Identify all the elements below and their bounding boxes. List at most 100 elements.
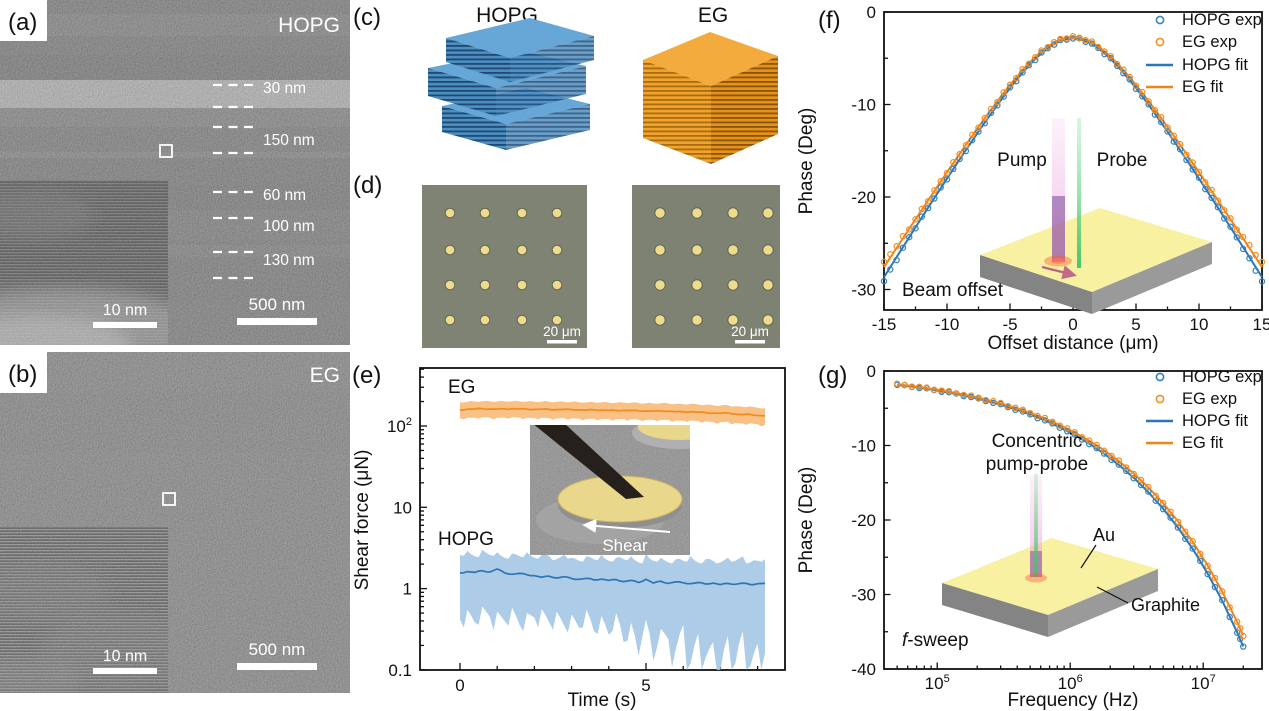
- scalebar-b: [237, 663, 317, 670]
- panel-letter-a: (a): [8, 9, 37, 36]
- material-label-eg: EG: [310, 364, 340, 387]
- svg-text:-20: -20: [851, 188, 876, 207]
- panel-c-illustration: (c) HOPG EG: [353, 4, 778, 164]
- f-xlabel: Offset distance (μm): [987, 333, 1158, 354]
- scalebar-d-left-label: 20 μm: [543, 324, 581, 339]
- inset-scalebar-a: [93, 322, 157, 328]
- e-plot-area: 0 5 0.1 1 10 102: [387, 368, 766, 695]
- concentric-probe-beam: [1034, 473, 1038, 577]
- panel-b-inset-tem: [0, 527, 168, 693]
- panel-b-sem-eg: 10 nm 500 nm EG (b): [0, 352, 350, 693]
- svg-text:-30: -30: [851, 281, 876, 300]
- panel-d-micrographs: (d) 20 μm 20 μm: [353, 172, 780, 348]
- svg-text:0: 0: [1068, 315, 1077, 334]
- shear-tip: [534, 425, 644, 499]
- g-annotation: f-sweep: [902, 630, 969, 651]
- svg-text:0: 0: [867, 362, 876, 381]
- panel-a-inset-tem: [0, 180, 168, 345]
- svg-text:-5: -5: [1002, 315, 1017, 334]
- f-ylabel: Phase (Deg): [796, 108, 817, 215]
- svg-text:-10: -10: [851, 437, 876, 456]
- graphite-pointer-line: [1096, 586, 1129, 604]
- svg-text:106: 106: [1058, 673, 1083, 693]
- au-label: Au: [1093, 525, 1115, 545]
- svg-text:30 nm: 30 nm: [263, 80, 306, 97]
- scalebar-b-label: 500 nm: [249, 640, 306, 659]
- svg-text:HOPG fit: HOPG fit: [1182, 56, 1248, 74]
- svg-text:0: 0: [455, 676, 464, 695]
- svg-text:150 nm: 150 nm: [263, 132, 315, 149]
- g-series: [893, 380, 1247, 650]
- svg-text:0.1: 0.1: [388, 661, 412, 680]
- panel-letter-b: (b): [8, 361, 37, 388]
- inset-scalebar-a-label: 10 nm: [103, 302, 147, 319]
- shear-label: Shear: [602, 536, 648, 555]
- panel-letter-box-a: [0, 0, 47, 41]
- panel-letter-g: (g): [818, 362, 847, 389]
- e-axes: 0 5 0.1 1 10 102: [387, 368, 759, 695]
- material-label-hopg: HOPG: [278, 14, 340, 37]
- eg-aligned-stack: [643, 32, 778, 164]
- svg-text:5: 5: [1131, 315, 1140, 334]
- pump-move-arrow: [1041, 265, 1077, 280]
- e-inset-shear-illustration: Shear: [530, 425, 690, 555]
- inset-scalebar-b-label: 10 nm: [103, 648, 147, 665]
- f-annotation: Beam offset: [902, 280, 1004, 301]
- svg-text:-20: -20: [851, 511, 876, 530]
- thickness-annotations: [213, 83, 257, 280]
- svg-text:EG fit: EG fit: [1182, 434, 1224, 452]
- pump-label: Pump: [997, 150, 1047, 171]
- svg-text:1: 1: [403, 580, 412, 599]
- f-axes: -15 -10 -5 0 5 10 15 0 -10 -20 -30: [851, 3, 1269, 334]
- g-xlabel: Frequency (Hz): [1008, 690, 1139, 711]
- g-inset-title-line2: pump-probe: [986, 454, 1088, 475]
- svg-text:107: 107: [1191, 673, 1216, 693]
- thickness-labels: 30 nm 150 nm 60 nm 100 nm 130 nm: [263, 80, 315, 269]
- au-pointer-line: [1080, 544, 1097, 569]
- gold-dot-arrays: [444, 207, 774, 326]
- g-inset-title-line1: Concentric: [992, 431, 1083, 452]
- roi-marker-b: [162, 492, 176, 506]
- f-inset-pump-probe-illustration: Pump Probe: [980, 118, 1212, 314]
- panel-e-shear-chart: 0 5 0.1 1 10 102 EG HOPG Shear Time (s) Shear…: [352, 362, 786, 711]
- e-xlabel: Time (s): [568, 690, 637, 711]
- svg-text:60 nm: 60 nm: [263, 187, 306, 204]
- svg-text:100 nm: 100 nm: [263, 218, 315, 235]
- e-frame: [419, 367, 786, 671]
- probe-label: Probe: [1097, 150, 1148, 171]
- scalebar-d-right: [735, 340, 765, 344]
- svg-text:102: 102: [387, 416, 412, 436]
- inset-scalebar-b: [93, 668, 157, 674]
- g-axes: 105 106 107 0 -10 -20 -30 -40: [851, 362, 1244, 693]
- svg-text:0: 0: [867, 3, 876, 22]
- roi-marker-a: [159, 144, 173, 158]
- e-series-label-eg: EG: [448, 377, 475, 398]
- svg-text:-10: -10: [851, 96, 876, 115]
- svg-text:EG fit: EG fit: [1182, 78, 1224, 96]
- svg-text:-10: -10: [935, 315, 960, 334]
- graphite-label: Graphite: [1131, 595, 1200, 615]
- svg-text:HOPG exp: HOPG exp: [1182, 368, 1262, 386]
- panel-letter-f: (f): [818, 7, 841, 34]
- svg-text:105: 105: [925, 673, 950, 693]
- svg-text:-15: -15: [872, 315, 897, 334]
- legend: HOPG exp EG exp HOPG fit EG fit: [1146, 368, 1262, 452]
- svg-text:EG exp: EG exp: [1182, 33, 1237, 51]
- shear-arrow: [582, 518, 671, 533]
- g-inset-concentric-illustration: Concentric pump-probe Au Graphite: [942, 431, 1200, 637]
- svg-text:-40: -40: [851, 660, 876, 679]
- svg-text:15: 15: [1253, 315, 1269, 334]
- legend: HOPG exp EG exp HOPG fit EG fit: [1146, 11, 1262, 96]
- scalebar-a-label: 500 nm: [249, 295, 306, 314]
- panel-letter-box-b: [0, 352, 47, 393]
- svg-text:HOPG exp: HOPG exp: [1182, 11, 1262, 29]
- panel-letter-c: (c): [353, 4, 381, 31]
- e-series: [459, 400, 766, 670]
- e-ylabel: Shear force (μN): [352, 450, 373, 591]
- scalebar-d-right-label: 20 μm: [731, 324, 769, 339]
